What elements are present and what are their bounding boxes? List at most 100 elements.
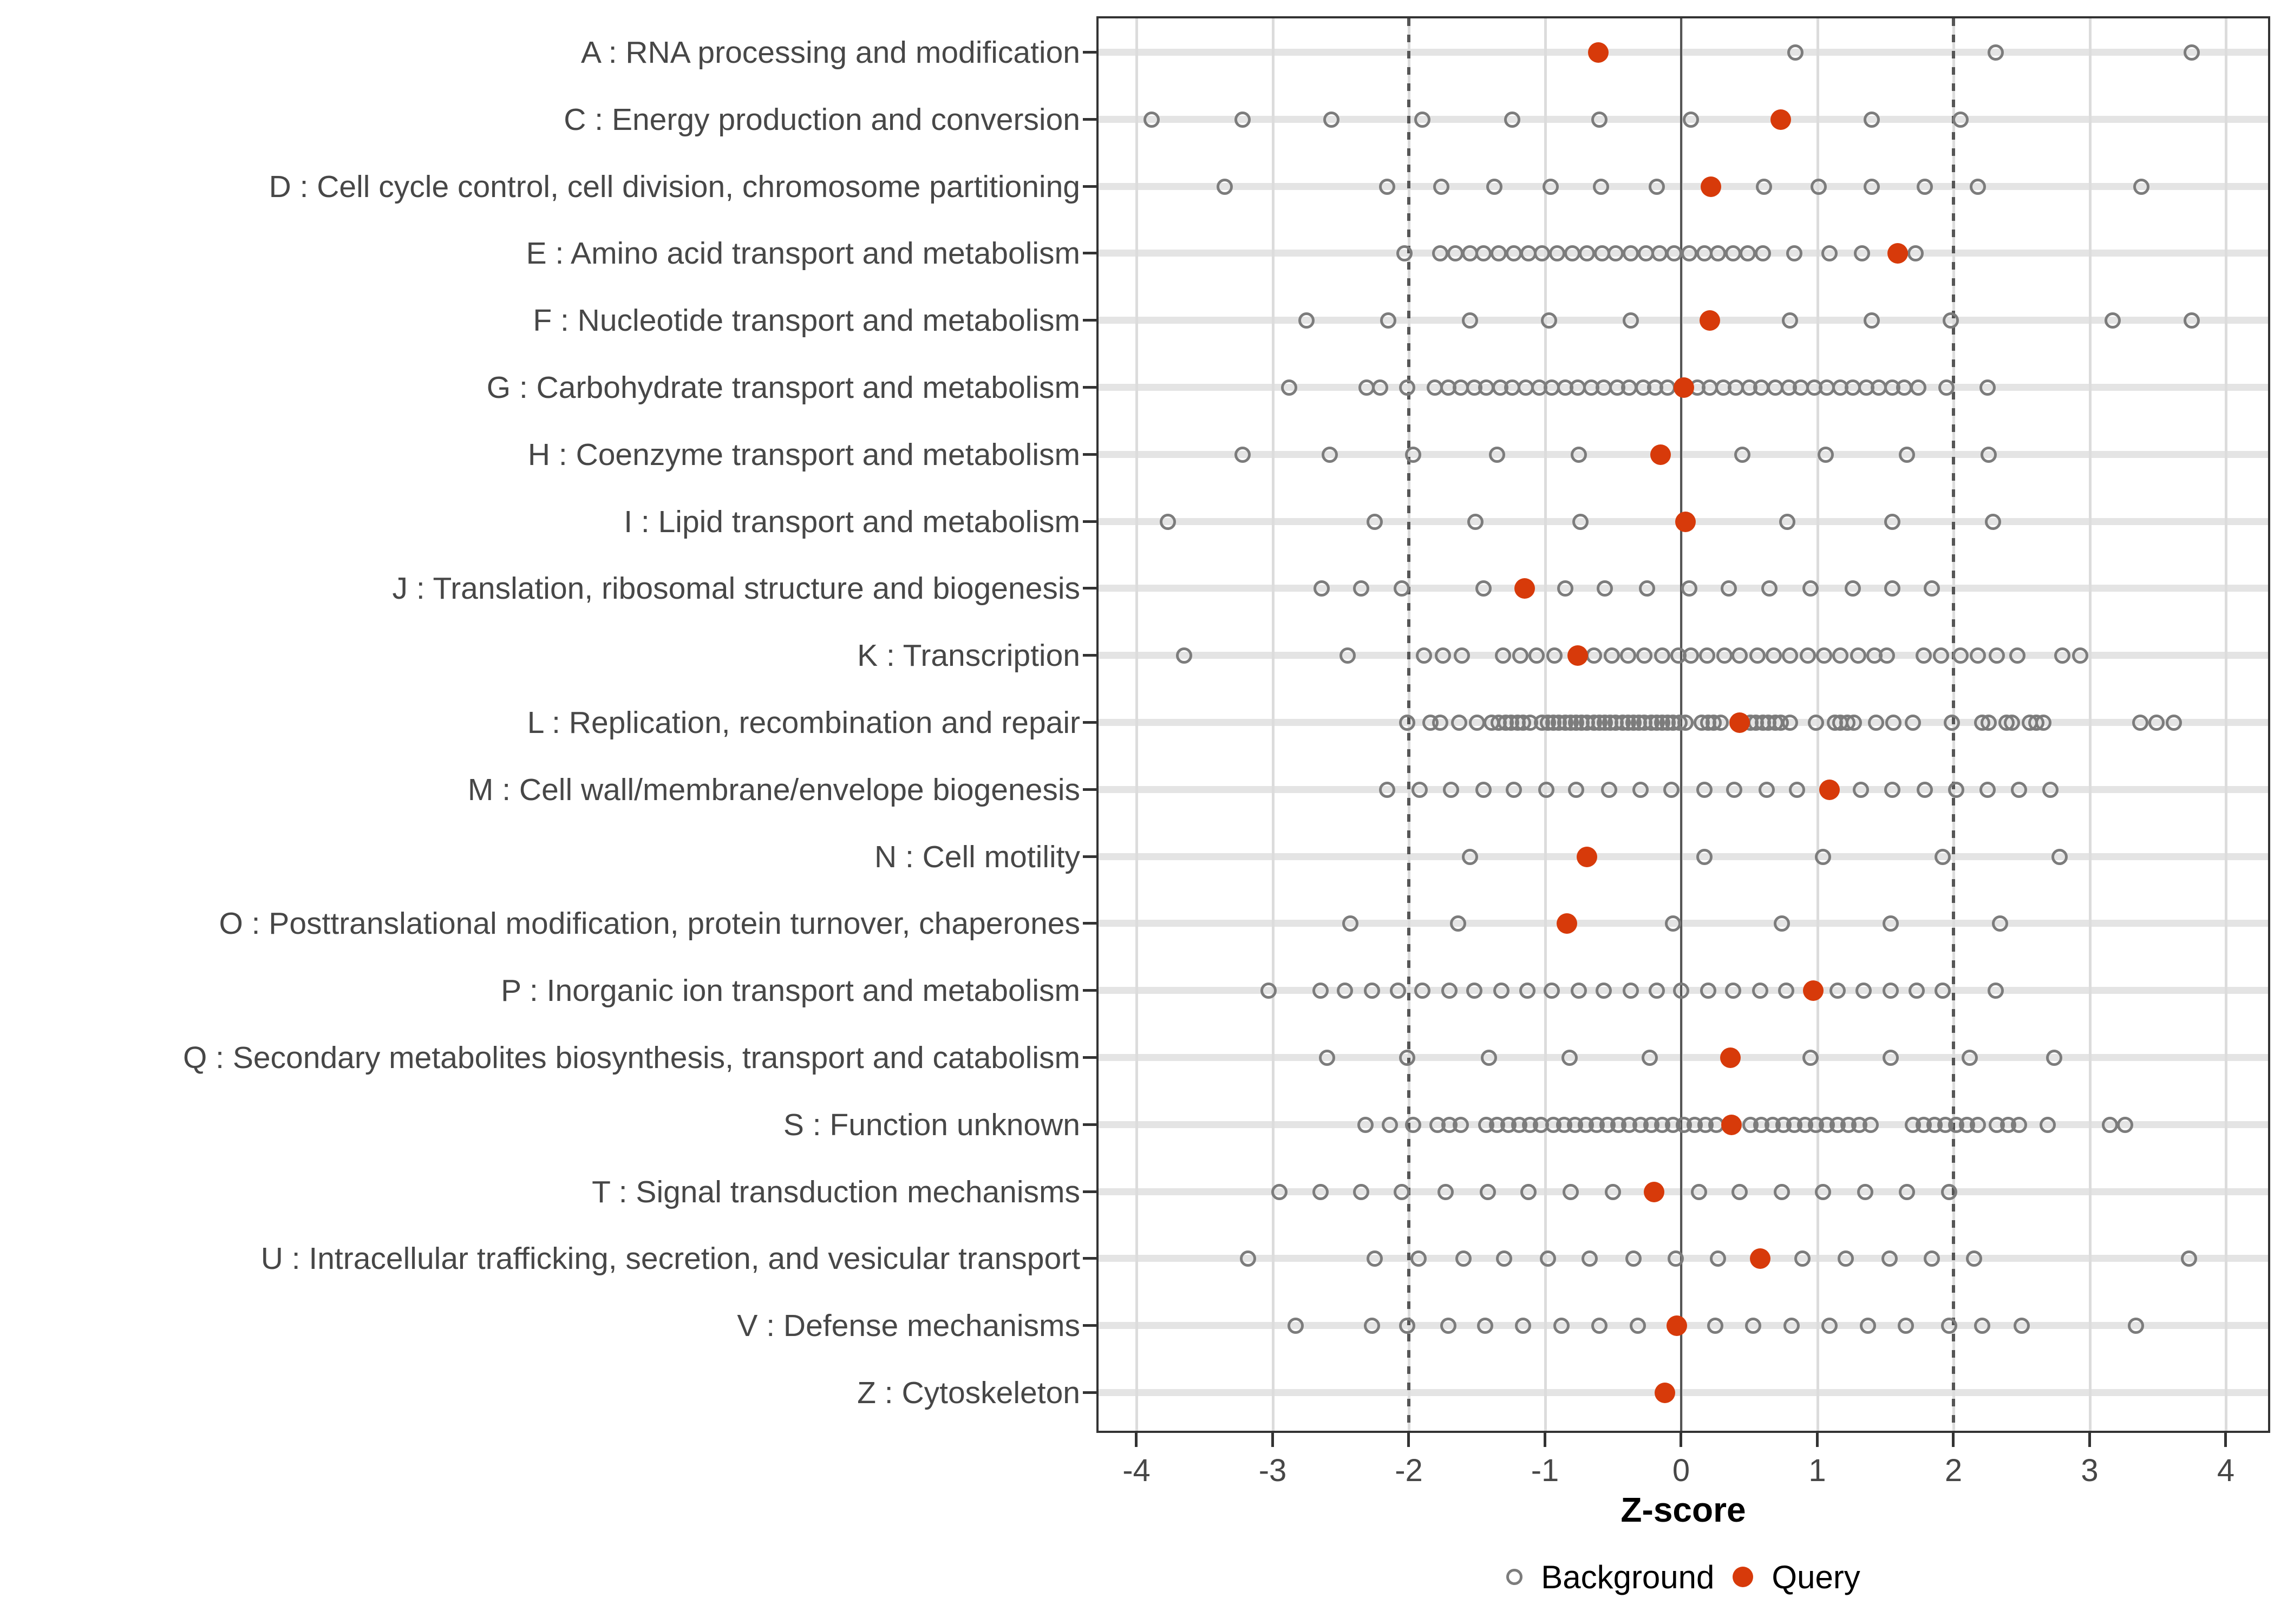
legend-label-query: Query	[1772, 1558, 1860, 1595]
x-gridline	[1135, 18, 1138, 1431]
background-point	[1816, 647, 1833, 664]
background-point	[1475, 245, 1492, 262]
background-point	[1342, 915, 1358, 932]
category-label: Q : Secondary metabolites biosynthesis, …	[182, 1040, 1080, 1075]
background-point	[1399, 715, 1416, 731]
background-point	[1814, 848, 1831, 865]
background-point	[1234, 111, 1251, 128]
background-point	[1591, 1318, 1608, 1334]
background-point	[1884, 781, 1900, 798]
background-point	[1323, 111, 1339, 128]
query-point	[1577, 846, 1598, 867]
row-gridline	[1099, 1188, 2268, 1195]
background-point	[1592, 178, 1609, 195]
background-point	[1899, 446, 1916, 463]
background-point	[1557, 580, 1574, 597]
background-point	[1505, 245, 1522, 262]
background-point	[1811, 178, 1827, 195]
y-tick-mark	[1083, 1123, 1097, 1126]
y-tick-mark	[1083, 1257, 1097, 1260]
background-point	[1539, 1250, 1556, 1267]
y-tick-mark	[1083, 1391, 1097, 1394]
background-point	[2010, 1116, 2027, 1133]
background-point	[1591, 111, 1608, 128]
background-point	[1788, 781, 1805, 798]
background-point	[1364, 1318, 1381, 1334]
background-point	[1571, 446, 1587, 463]
background-point	[1622, 312, 1639, 329]
category-label: V : Defense mechanisms	[737, 1308, 1080, 1344]
category-label: M : Cell wall/membrane/envelope biogenes…	[467, 772, 1080, 807]
query-legend-icon	[1733, 1567, 1754, 1587]
background-point	[1814, 1183, 1831, 1200]
category-label: G : Carbohydrate transport and metabolis…	[486, 370, 1080, 405]
background-point	[1802, 1050, 1819, 1066]
background-point	[2042, 781, 2059, 798]
row-gridline	[1099, 920, 2268, 927]
background-point	[1907, 245, 1924, 262]
background-point	[1404, 446, 1421, 463]
background-point	[1766, 647, 1782, 664]
background-point	[1910, 379, 1926, 396]
background-point	[1654, 647, 1670, 664]
background-point	[1159, 513, 1176, 530]
query-point	[1819, 779, 1840, 800]
y-tick-mark	[1083, 989, 1097, 992]
background-point	[1884, 580, 1900, 597]
background-point	[1437, 1183, 1454, 1200]
background-point	[1857, 1183, 1873, 1200]
background-point	[1217, 178, 1233, 195]
background-point	[1855, 983, 1872, 999]
background-point	[1364, 983, 1381, 999]
query-point	[1887, 243, 1908, 264]
background-point	[1544, 983, 1560, 999]
background-point	[1681, 245, 1698, 262]
y-tick-mark	[1083, 319, 1097, 322]
category-label: A : RNA processing and modification	[581, 35, 1080, 70]
background-point	[1494, 647, 1511, 664]
background-point	[1579, 245, 1596, 262]
background-point	[1941, 1318, 1958, 1334]
x-gridline	[1271, 18, 1275, 1431]
background-point	[1832, 647, 1849, 664]
x-tick-mark	[1135, 1433, 1138, 1447]
y-tick-mark	[1083, 185, 1097, 188]
background-point	[1904, 715, 1921, 731]
background-point	[2046, 1050, 2063, 1066]
plot-panel	[1096, 16, 2270, 1433]
background-point	[1854, 245, 1871, 262]
background-point	[1782, 312, 1799, 329]
background-point	[1991, 915, 2008, 932]
background-point	[1707, 1318, 1723, 1334]
query-point	[1514, 578, 1535, 599]
x-tick-label: -3	[1258, 1453, 1287, 1488]
query-point	[1643, 1181, 1664, 1202]
row-gridline	[1099, 853, 2268, 860]
background-point	[1572, 513, 1589, 530]
category-label: P : Inorganic ion transport and metaboli…	[501, 973, 1080, 1009]
background-point	[2105, 312, 2121, 329]
background-point	[1322, 446, 1338, 463]
background-point	[1864, 178, 1880, 195]
background-point	[1486, 178, 1503, 195]
background-point	[1454, 647, 1471, 664]
background-point	[2054, 647, 2071, 664]
legend: Background Query	[1096, 1553, 2270, 1601]
background-point	[1987, 44, 2004, 61]
background-point	[1380, 312, 1397, 329]
background-point	[1979, 781, 1996, 798]
background-point	[1519, 983, 1535, 999]
background-point	[1934, 848, 1951, 865]
background-point	[1864, 111, 1880, 128]
background-point	[1357, 1116, 1374, 1133]
background-point	[1414, 111, 1431, 128]
background-point	[2148, 715, 2165, 731]
background-point	[1447, 245, 1463, 262]
background-point	[1850, 647, 1866, 664]
background-point	[1399, 1318, 1416, 1334]
background-point	[1778, 983, 1794, 999]
query-point	[1667, 1315, 1688, 1337]
background-point	[1442, 781, 1459, 798]
category-label: D : Cell cycle control, cell division, c…	[269, 169, 1080, 204]
background-point	[1504, 111, 1521, 128]
